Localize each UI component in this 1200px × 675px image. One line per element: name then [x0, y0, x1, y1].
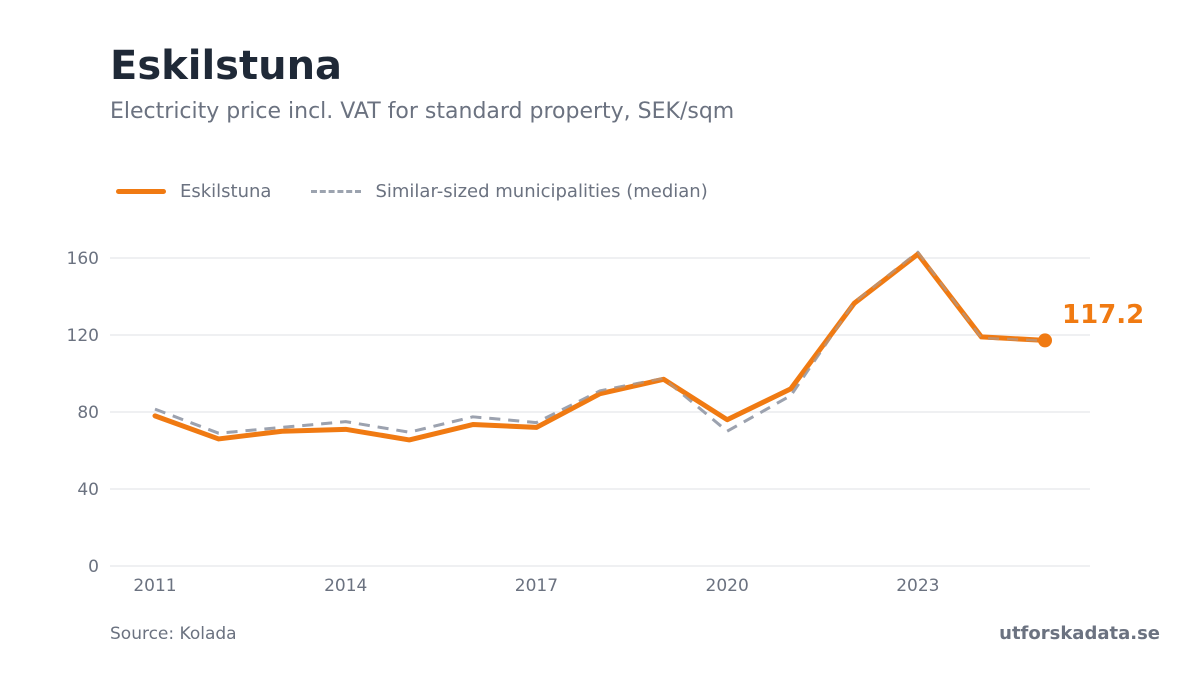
- legend-label-median: Similar-sized municipalities (median): [375, 180, 708, 202]
- x-tick-label: 2020: [706, 576, 749, 596]
- x-tick-label: 2014: [324, 576, 367, 596]
- series-line-eskilstuna: [152, 251, 1048, 443]
- legend-swatch-solid: [116, 188, 166, 194]
- y-tick-label: 0: [88, 557, 99, 577]
- legend-swatch-dashed: [311, 189, 362, 193]
- chart-subtitle: Electricity price incl. VAT for standard…: [110, 99, 735, 124]
- chart-title: Eskilstuna: [110, 43, 343, 89]
- endpoint-value-label: 117.2: [1062, 300, 1144, 330]
- legend-item-median: Similar-sized municipalities (median): [307, 180, 708, 202]
- x-tick-label: 2023: [896, 576, 939, 596]
- brand-link[interactable]: utforskadata.se: [999, 623, 1160, 644]
- y-tick-label: 80: [77, 403, 99, 423]
- y-tick-label: 120: [67, 326, 99, 346]
- x-tick-label: 2011: [133, 576, 176, 596]
- y-tick-label: 160: [67, 249, 99, 269]
- chart-legend: Eskilstuna Similar-sized municipalities …: [116, 178, 744, 204]
- legend-label-eskilstuna: Eskilstuna: [180, 180, 272, 202]
- series-line-median: [154, 250, 1046, 435]
- y-tick-label: 40: [77, 480, 99, 500]
- series-line-median-overlay: [154, 250, 1046, 435]
- x-tick-label: 2017: [515, 576, 558, 596]
- source-note: Source: Kolada: [110, 624, 237, 644]
- legend-item-eskilstuna: Eskilstuna: [116, 181, 271, 202]
- endpoint-marker: [1038, 333, 1052, 348]
